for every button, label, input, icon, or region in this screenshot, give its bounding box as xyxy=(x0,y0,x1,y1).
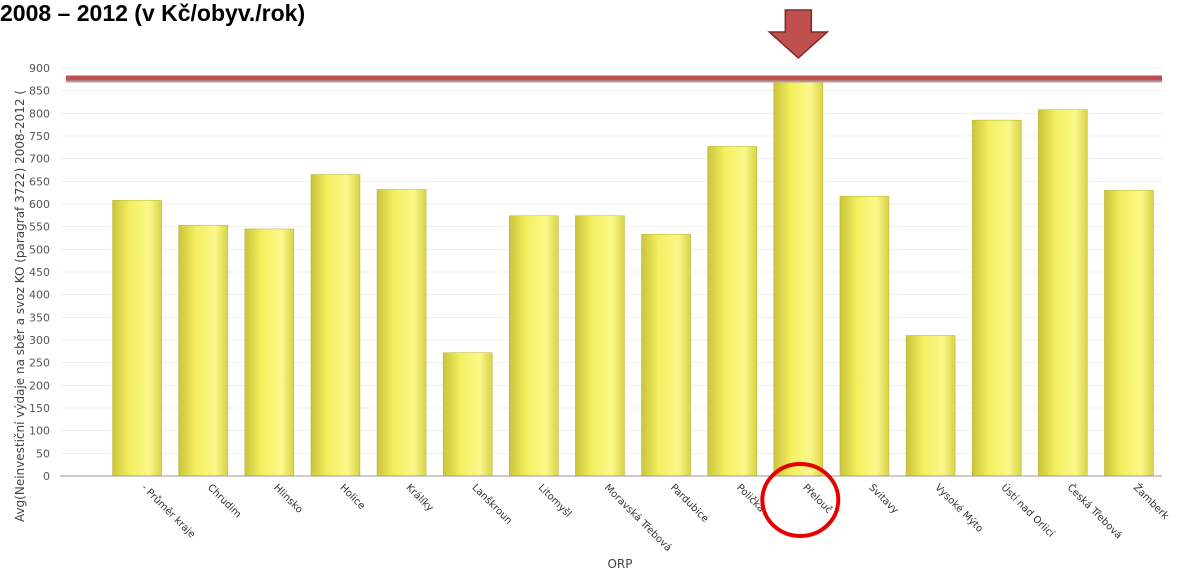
y-tick-label: 300 xyxy=(29,334,50,347)
x-tick-label: Holice xyxy=(337,482,367,512)
y-tick-label: 600 xyxy=(29,198,50,211)
highlight-circle xyxy=(760,462,841,538)
bar xyxy=(905,335,956,477)
x-axis-title: ORP xyxy=(607,557,632,571)
bar xyxy=(839,196,890,477)
y-tick-label: 100 xyxy=(29,425,50,438)
bar xyxy=(707,146,757,477)
y-tick-label: 400 xyxy=(29,289,50,302)
annotations xyxy=(66,9,1162,538)
bar xyxy=(641,234,691,477)
x-tick-label: Svitavy xyxy=(866,482,900,516)
y-tick-labels: 0 50 100 150 200 250 300 350 400 450 500 550 600 650 7… xyxy=(29,62,50,483)
bar xyxy=(376,189,427,477)
x-tick-labels: - Průměr kraje Chrudim Hlinsko Holice Králík… xyxy=(139,481,1172,554)
y-tick-label: 150 xyxy=(29,402,50,415)
x-tick-label: Vysoké Mýto xyxy=(932,482,985,535)
x-tick-label: Pardubice xyxy=(668,482,711,525)
y-tick-label: 350 xyxy=(29,311,50,324)
bar xyxy=(178,225,228,477)
x-tick-label: Chrudim xyxy=(205,482,243,520)
bar xyxy=(509,215,559,477)
x-tick-label: Přelouč xyxy=(800,482,834,516)
x-tick-label: Moravská Třebová xyxy=(602,482,674,554)
y-tick-label: 650 xyxy=(29,175,50,188)
y-tick-label: 0 xyxy=(43,470,50,483)
bar xyxy=(575,215,625,477)
y-tick-label: 900 xyxy=(29,62,50,75)
bar xyxy=(1038,109,1088,477)
y-tick-label: 850 xyxy=(29,85,50,98)
down-arrow-icon xyxy=(767,9,830,60)
bar xyxy=(310,174,361,477)
x-tick-label: Litomyšl xyxy=(536,482,574,520)
x-tick-label: Žamberk xyxy=(1131,481,1172,522)
y-tick-label: 200 xyxy=(29,379,50,392)
bar xyxy=(773,77,824,477)
y-tick-label: 50 xyxy=(36,447,50,460)
bar xyxy=(971,119,1022,477)
y-tick-label: 500 xyxy=(29,243,50,256)
bar xyxy=(1104,190,1154,477)
y-tick-label: 750 xyxy=(29,130,50,143)
y-tick-label: 550 xyxy=(29,221,50,234)
y-axis-title: Avg(Neinvestiční výdaje na sběr a svoz K… xyxy=(13,90,27,522)
bar xyxy=(442,352,493,477)
page-title: 2008 – 2012 (v Kč/obyv./rok) xyxy=(0,0,306,26)
x-tick-label: Hlinsko xyxy=(271,482,304,515)
x-tick-label: Lanškroun xyxy=(470,482,515,527)
bar xyxy=(244,228,295,477)
x-tick-label: Ústí nad Orlicí xyxy=(999,481,1059,541)
x-tick-label: Králíky xyxy=(403,482,435,514)
y-tick-label: 450 xyxy=(29,266,50,279)
y-tick-label: 700 xyxy=(29,153,50,166)
y-tick-label: 250 xyxy=(29,357,50,370)
x-tick-label: - Průměr kraje xyxy=(139,482,198,541)
x-tick-label: Česká Třebová xyxy=(1065,481,1125,541)
bars xyxy=(112,77,1154,477)
y-tick-label: 800 xyxy=(29,107,50,120)
bar xyxy=(112,200,162,477)
